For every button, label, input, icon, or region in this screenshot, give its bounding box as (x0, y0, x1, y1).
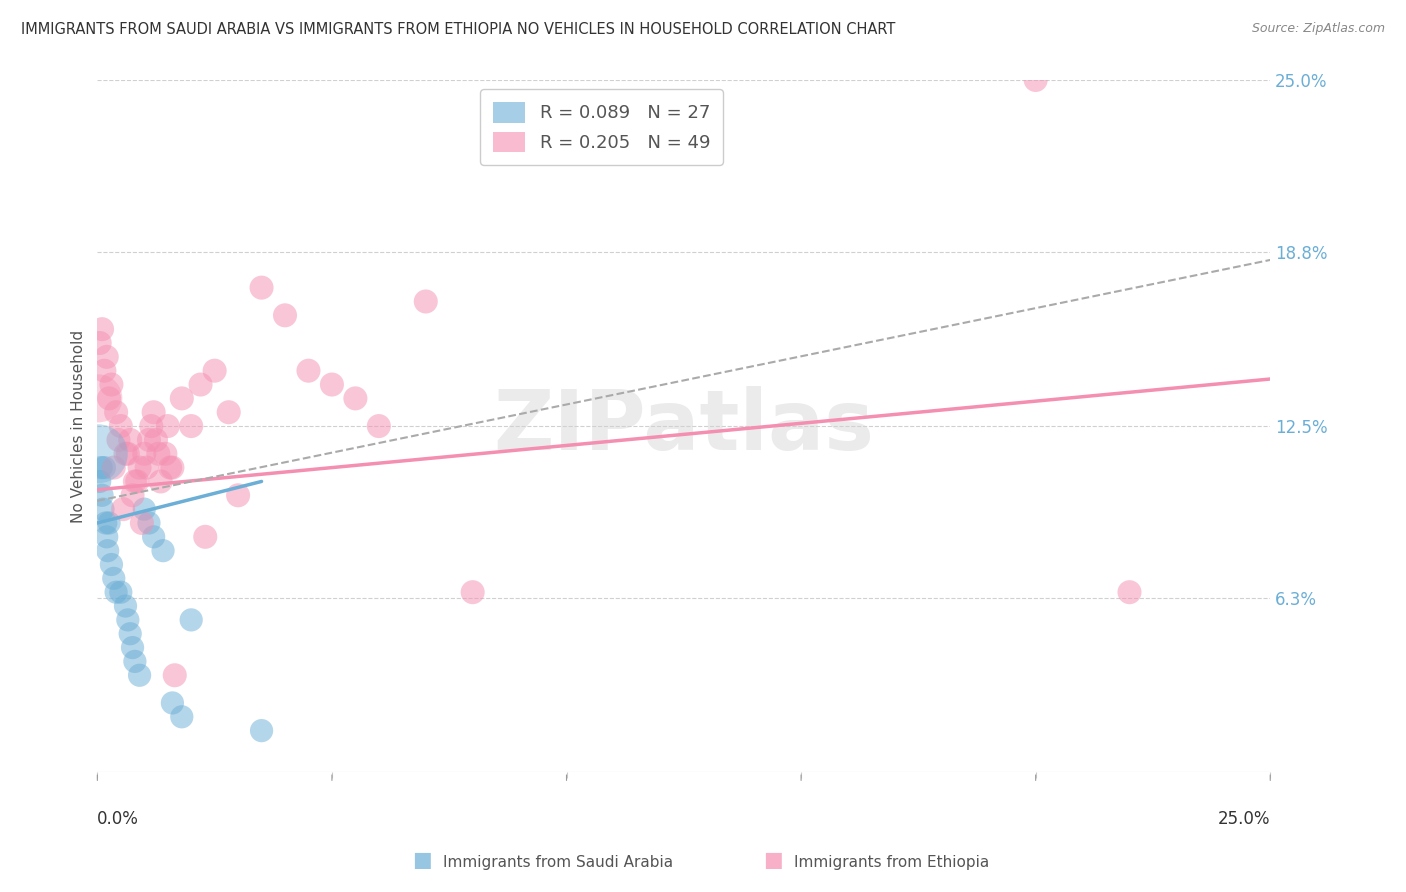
Point (96, 350, 118, 364)
Point (274, 309, 297, 323)
Point (105, 585, 128, 599)
Point (218, 405, 240, 419)
Point (105, 405, 128, 419)
Text: Source: ZipAtlas.com: Source: ZipAtlas.com (1251, 22, 1385, 36)
Point (114, 599, 136, 613)
Point (135, 460, 157, 475)
Point (110, 585, 132, 599)
Point (162, 460, 184, 475)
Point (148, 447, 170, 461)
Point (98, 516, 121, 530)
Point (142, 530, 165, 544)
Point (163, 668, 186, 682)
Point (142, 405, 165, 419)
Point (145, 433, 167, 447)
Point (159, 460, 181, 475)
Point (120, 626, 142, 640)
Text: ■: ■ (412, 850, 432, 870)
Text: ■: ■ (763, 850, 783, 870)
Point (250, 723, 273, 738)
Point (138, 433, 160, 447)
Point (91, 322, 114, 336)
Point (415, 294, 437, 309)
Point (162, 696, 184, 710)
Point (297, 364, 319, 378)
Point (89, 475, 111, 489)
Point (90, 460, 112, 475)
Point (152, 543, 174, 558)
Point (250, 280, 273, 294)
Point (114, 447, 136, 461)
Point (194, 530, 217, 544)
Point (156, 419, 179, 434)
Text: 0.0%: 0.0% (97, 810, 139, 829)
Point (461, 585, 484, 599)
Text: 25.0%: 25.0% (1218, 810, 1270, 829)
Point (96, 530, 118, 544)
Point (87, 392, 110, 406)
Point (89, 336, 111, 351)
Point (98, 392, 121, 406)
Point (103, 571, 125, 585)
Point (226, 488, 249, 502)
Point (1118, 585, 1140, 599)
Point (131, 516, 153, 530)
Point (87, 447, 110, 461)
Point (134, 447, 156, 461)
Point (100, 558, 122, 572)
Point (149, 475, 172, 489)
Point (93, 460, 115, 475)
Text: Immigrants from Saudi Arabia: Immigrants from Saudi Arabia (443, 855, 673, 870)
Point (124, 654, 146, 668)
Point (107, 433, 129, 447)
Point (321, 377, 343, 392)
Point (124, 475, 146, 489)
Point (103, 460, 125, 475)
Point (91, 488, 114, 502)
Point (117, 447, 139, 461)
Point (141, 419, 163, 434)
Point (344, 392, 367, 406)
Point (93, 364, 115, 378)
Point (127, 475, 149, 489)
Point (117, 613, 139, 627)
Legend: R = 0.089   N = 27, R = 0.205   N = 49: R = 0.089 N = 27, R = 0.205 N = 49 (481, 89, 723, 165)
Text: ZIPatlas: ZIPatlas (494, 385, 875, 467)
Point (128, 668, 150, 682)
Point (170, 392, 193, 406)
Point (121, 640, 143, 655)
Point (190, 377, 212, 392)
Point (138, 516, 160, 530)
Point (155, 447, 177, 461)
Text: IMMIGRANTS FROM SAUDI ARABIA VS IMMIGRANTS FROM ETHIOPIA NO VEHICLES IN HOUSEHOL: IMMIGRANTS FROM SAUDI ARABIA VS IMMIGRAN… (21, 22, 896, 37)
Point (170, 710, 193, 724)
Point (128, 460, 150, 475)
Point (120, 433, 142, 447)
Point (97, 543, 120, 558)
Point (134, 502, 156, 516)
Point (180, 419, 202, 434)
Point (1025, 73, 1047, 87)
Text: Immigrants from Ethiopia: Immigrants from Ethiopia (794, 855, 990, 870)
Point (121, 488, 143, 502)
Point (204, 364, 226, 378)
Point (367, 419, 389, 434)
Point (94, 516, 117, 530)
Point (91, 502, 114, 516)
Point (112, 502, 135, 516)
Y-axis label: No Vehicles in Household: No Vehicles in Household (72, 329, 86, 523)
Point (180, 613, 202, 627)
Point (110, 419, 132, 434)
Point (100, 377, 122, 392)
